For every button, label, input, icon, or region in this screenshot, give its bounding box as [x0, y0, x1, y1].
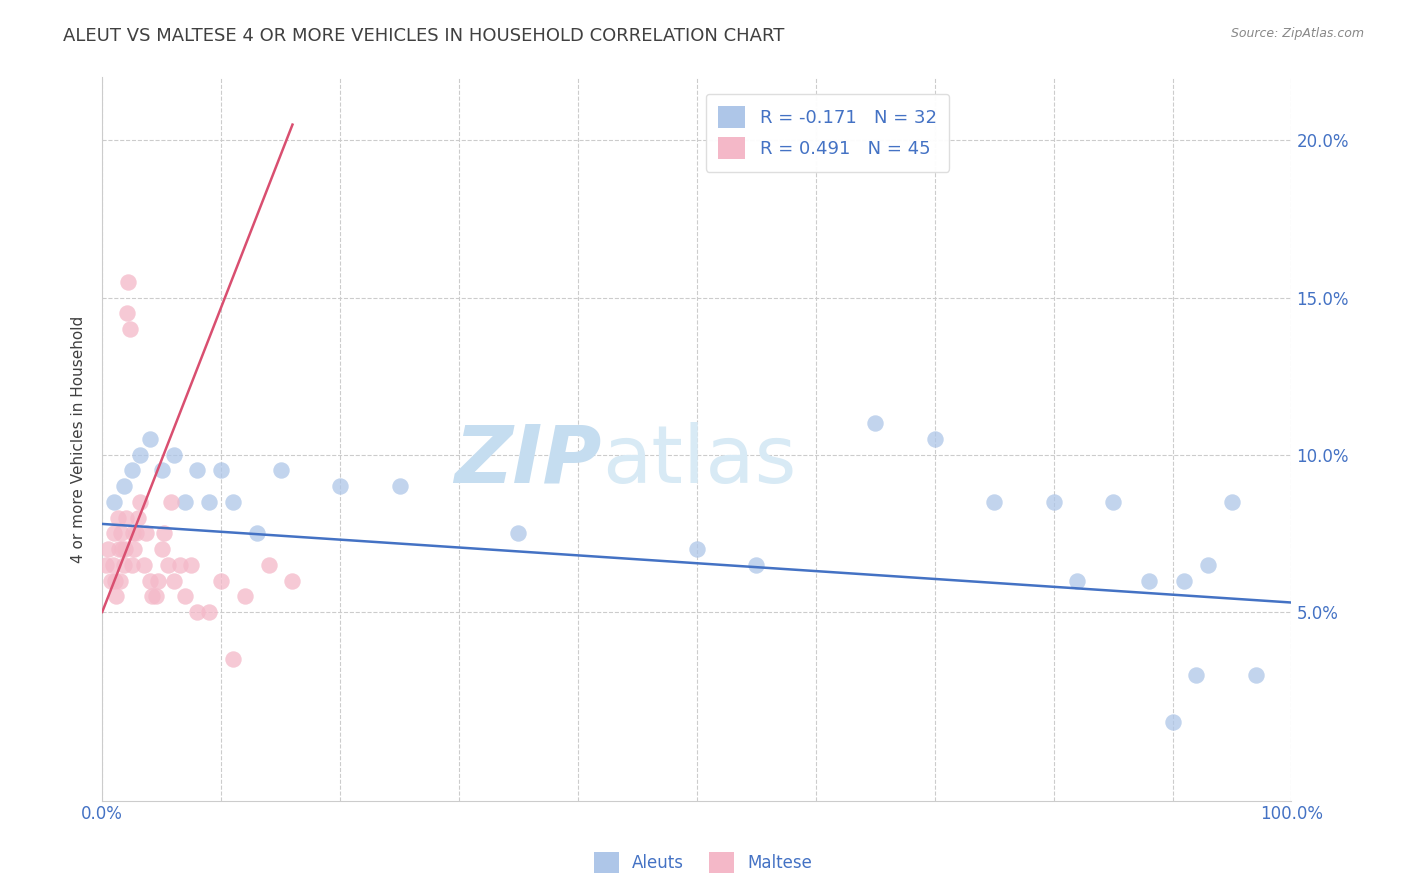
Point [863, 417, 886, 431]
Point [94, 558, 117, 572]
Point [180, 558, 202, 572]
Point [186, 605, 208, 619]
Point [1173, 574, 1195, 588]
Point [257, 558, 280, 572]
Point [135, 526, 157, 541]
Point [924, 432, 946, 446]
Point [983, 495, 1005, 509]
Point [162, 448, 184, 462]
Point [124, 542, 146, 557]
Point [141, 589, 163, 603]
Point [139, 574, 162, 588]
Point [1137, 574, 1160, 588]
Point [222, 495, 245, 509]
Point [1102, 495, 1125, 509]
Point [115, 510, 138, 524]
Point [233, 589, 256, 603]
Point [1066, 574, 1088, 588]
Point [388, 479, 411, 493]
Point [222, 652, 245, 666]
Text: Source: ZipAtlas.com: Source: ZipAtlas.com [1230, 27, 1364, 40]
Point [246, 526, 269, 541]
Point [186, 463, 208, 477]
Point [156, 558, 179, 572]
Point [129, 495, 152, 509]
Point [198, 495, 221, 509]
Point [150, 463, 173, 477]
Point [100, 574, 122, 588]
Point [108, 574, 131, 588]
Point [117, 275, 139, 289]
Point [146, 574, 169, 588]
Point [121, 463, 143, 477]
Point [132, 558, 155, 572]
Point [745, 558, 768, 572]
Point [270, 463, 292, 477]
Point [174, 589, 197, 603]
Point [121, 558, 143, 572]
Point [169, 558, 191, 572]
Point [1042, 495, 1064, 509]
Point [198, 605, 221, 619]
Point [112, 558, 135, 572]
Point [103, 526, 125, 541]
Point [153, 526, 176, 541]
Point [115, 306, 138, 320]
Point [1244, 668, 1267, 682]
Text: atlas: atlas [602, 422, 796, 500]
Point [1185, 668, 1208, 682]
Point [329, 479, 352, 493]
Point [162, 574, 184, 588]
Text: ALEUT VS MALTESE 4 OR MORE VEHICLES IN HOUSEHOLD CORRELATION CHART: ALEUT VS MALTESE 4 OR MORE VEHICLES IN H… [63, 27, 785, 45]
Point [111, 542, 134, 557]
Legend: R = -0.171   N = 32, R = 0.491   N = 45: R = -0.171 N = 32, R = 0.491 N = 45 [706, 94, 949, 172]
Point [281, 574, 304, 588]
Point [104, 574, 127, 588]
Point [112, 479, 135, 493]
Point [110, 526, 132, 541]
Point [508, 526, 530, 541]
Point [122, 526, 145, 541]
Point [1197, 558, 1219, 572]
Point [150, 542, 173, 557]
Point [1161, 714, 1184, 729]
Point [108, 542, 131, 557]
Point [124, 526, 146, 541]
Point [145, 589, 167, 603]
Text: ZIP: ZIP [454, 422, 602, 500]
Point [101, 558, 124, 572]
Point [107, 510, 129, 524]
Y-axis label: 4 or more Vehicles in Household: 4 or more Vehicles in Household [72, 316, 86, 563]
Point [97, 542, 120, 557]
Point [160, 495, 183, 509]
Point [686, 542, 709, 557]
Legend: Aleuts, Maltese: Aleuts, Maltese [588, 846, 818, 880]
Point [174, 495, 197, 509]
Point [129, 448, 152, 462]
Point [139, 432, 162, 446]
Point [127, 510, 149, 524]
Point [105, 589, 128, 603]
Point [1220, 495, 1243, 509]
Point [103, 495, 125, 509]
Point [114, 542, 136, 557]
Point [118, 322, 141, 336]
Point [209, 463, 232, 477]
Point [209, 574, 232, 588]
